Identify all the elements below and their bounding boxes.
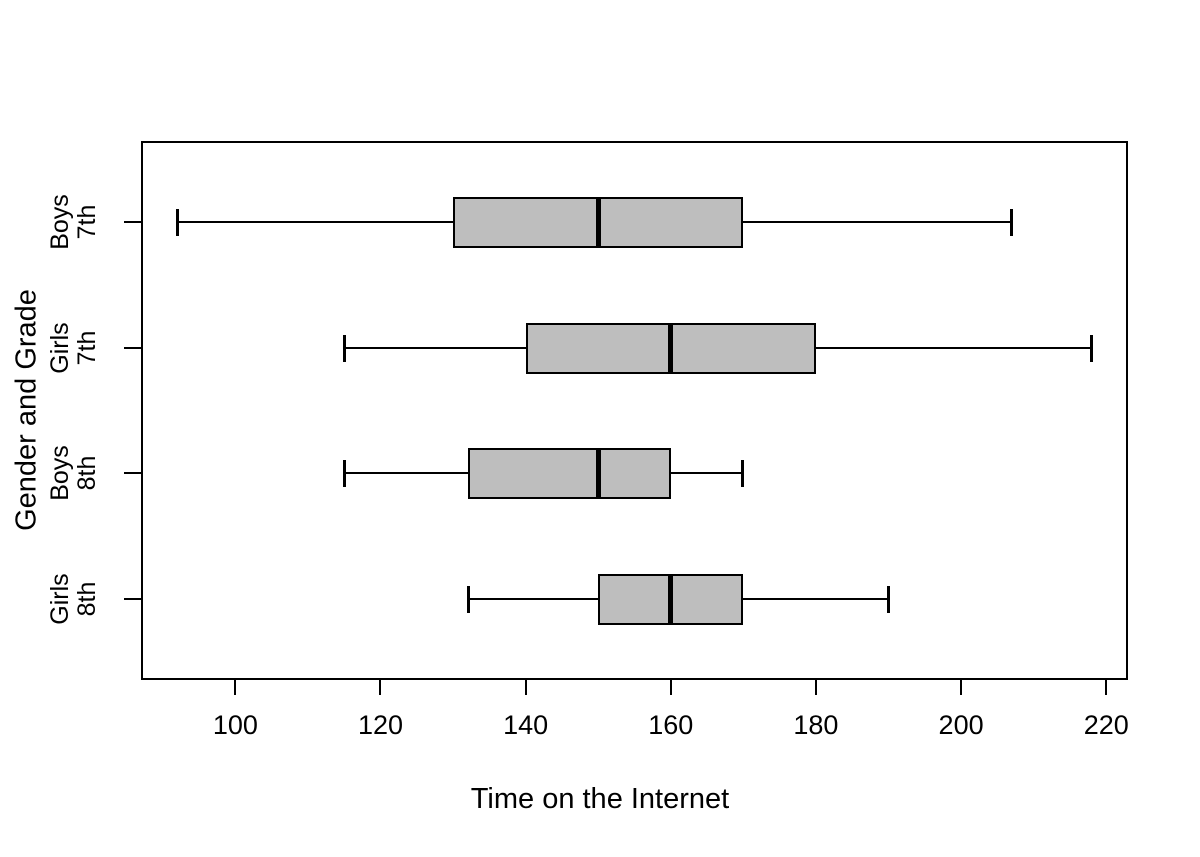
x-axis-tick <box>814 680 817 695</box>
whisker-cap-min <box>176 208 180 236</box>
whisker-line-right <box>743 221 1012 223</box>
y-group-label-line2: 7th <box>73 204 101 240</box>
whisker-cap-min <box>343 459 347 487</box>
x-axis-tick <box>960 680 963 695</box>
y-axis-tick <box>124 598 141 600</box>
iqr-box <box>467 447 671 499</box>
median-line <box>595 447 601 499</box>
whisker-line-right <box>743 598 889 600</box>
x-tick-label: 100 <box>212 710 258 740</box>
y-axis-tick <box>124 221 141 223</box>
whisker-line-right <box>815 347 1092 349</box>
x-axis-tick <box>669 680 672 695</box>
x-tick-label: 120 <box>357 710 404 740</box>
y-group-label-line1: Girls <box>46 322 74 374</box>
median-line <box>595 196 601 248</box>
x-tick-label: 220 <box>1083 710 1129 740</box>
x-axis-tick <box>379 680 382 695</box>
median-line <box>668 573 674 625</box>
x-tick-label: 140 <box>503 710 549 740</box>
whisker-cap-min <box>466 585 470 613</box>
y-group-label-line1: Girls <box>46 573 74 625</box>
x-axis-tick <box>524 680 527 695</box>
x-tick-label: 160 <box>648 710 694 740</box>
y-group-label-line1: Boys <box>46 194 74 250</box>
x-axis-tick <box>1105 680 1108 695</box>
y-group-label-line2: 8th <box>73 581 101 617</box>
whisker-line-left <box>177 221 454 223</box>
y-group-label: Boys 8th <box>46 445 101 501</box>
y-axis-title: Gender and Grade <box>10 289 43 531</box>
whisker-line-left <box>344 347 526 349</box>
x-tick-label: 180 <box>793 710 839 740</box>
y-group-label: Boys 7th <box>46 194 101 250</box>
whisker-cap-min <box>343 334 347 362</box>
y-axis-tick <box>124 347 141 349</box>
x-axis-tick <box>234 680 237 695</box>
x-axis-title: Time on the Internet <box>470 783 730 815</box>
whisker-line-left <box>344 472 468 474</box>
median-line <box>668 322 674 374</box>
y-group-label-line2: 7th <box>73 330 101 366</box>
x-tick-label: 200 <box>938 710 984 740</box>
y-group-label: Girls 7th <box>46 322 101 374</box>
y-group-label-line1: Boys <box>46 445 74 501</box>
y-group-label-line2: 8th <box>73 455 101 491</box>
whisker-cap-max <box>1089 334 1093 362</box>
whisker-cap-max <box>741 459 745 487</box>
whisker-cap-max <box>886 585 890 613</box>
whisker-cap-max <box>1009 208 1013 236</box>
whisker-line-right <box>670 472 744 474</box>
y-axis-tick <box>124 472 141 474</box>
whisker-line-left <box>467 598 599 600</box>
y-group-label: Girls 8th <box>46 573 101 625</box>
